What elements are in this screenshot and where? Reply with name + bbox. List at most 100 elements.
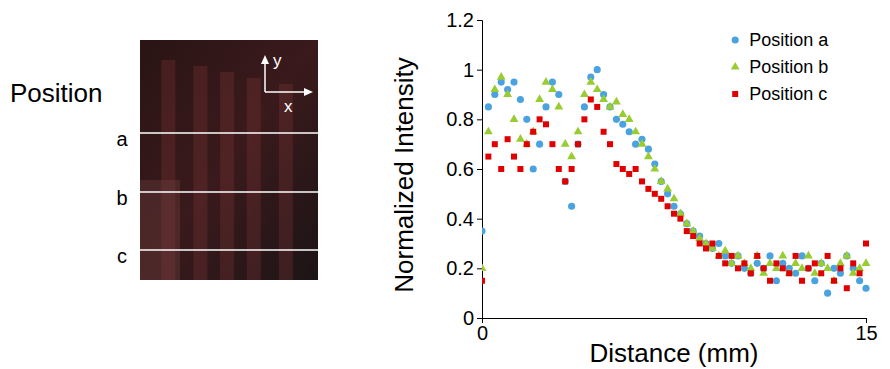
point <box>798 263 807 271</box>
legend-symbol <box>732 36 739 43</box>
point <box>542 103 549 110</box>
x-tick: 0 <box>477 318 488 344</box>
point <box>556 166 562 172</box>
point <box>727 258 736 266</box>
point <box>747 270 754 277</box>
point <box>722 260 728 266</box>
point <box>791 258 800 266</box>
tick-label: 1.2 <box>446 9 474 31</box>
point <box>620 166 626 172</box>
point <box>568 203 575 210</box>
point <box>574 141 581 148</box>
point <box>690 233 696 239</box>
position-line <box>140 191 318 193</box>
point <box>766 258 775 266</box>
point <box>562 178 568 184</box>
position-line <box>140 132 318 134</box>
tick-label: 0 <box>463 307 474 329</box>
axis-letter: x <box>284 97 293 116</box>
tick-label: 0.2 <box>446 257 474 279</box>
series-points <box>482 72 870 283</box>
position-label: a <box>116 128 128 150</box>
point <box>670 194 679 202</box>
point <box>652 191 658 197</box>
point <box>554 102 563 110</box>
point <box>721 246 730 254</box>
point <box>818 270 824 276</box>
point <box>638 139 647 147</box>
point <box>811 277 818 284</box>
point <box>844 285 850 291</box>
point <box>581 103 588 110</box>
point <box>785 268 794 276</box>
point <box>510 114 519 122</box>
tick-label: 1 <box>463 59 474 81</box>
point <box>830 276 839 284</box>
tick-mark <box>477 219 482 220</box>
point <box>836 258 845 266</box>
point <box>523 116 530 123</box>
tick-label: 0.4 <box>446 208 474 230</box>
tick-label: 0.6 <box>446 158 474 180</box>
point <box>601 129 607 135</box>
series-points <box>482 96 869 291</box>
legend-label: Position a <box>749 30 829 50</box>
point <box>823 263 832 271</box>
tick-label: 15 <box>855 322 877 344</box>
point <box>665 203 671 209</box>
point <box>702 238 711 246</box>
point <box>511 154 517 160</box>
tick-label: 0.8 <box>446 108 474 130</box>
x-tick: 15 <box>855 318 877 344</box>
point <box>594 104 600 110</box>
legend: Position aPosition bPosition c <box>731 30 829 104</box>
point <box>490 84 499 92</box>
axis-line <box>477 21 483 319</box>
point <box>760 265 767 272</box>
point <box>594 66 601 73</box>
position-label: b <box>116 187 127 209</box>
point <box>780 265 786 271</box>
point <box>715 240 722 247</box>
tick-mark <box>477 20 482 21</box>
point <box>863 241 869 247</box>
series-points <box>482 66 870 297</box>
point <box>639 178 645 184</box>
point <box>650 164 659 172</box>
point <box>676 209 685 217</box>
point <box>510 79 517 86</box>
point <box>581 116 587 122</box>
tick-mark <box>477 268 482 269</box>
point <box>497 72 506 80</box>
legend-label: Position b <box>749 57 828 77</box>
point <box>761 265 767 271</box>
point <box>812 260 818 266</box>
point <box>862 285 869 292</box>
point <box>805 265 811 271</box>
point <box>677 216 683 222</box>
point <box>793 253 799 259</box>
point <box>543 121 549 127</box>
x-axis-title: Distance (mm) <box>589 338 758 368</box>
point <box>670 203 677 210</box>
point <box>729 253 735 259</box>
point <box>561 139 570 147</box>
points <box>482 66 870 297</box>
point <box>703 245 709 251</box>
point <box>482 228 486 235</box>
point <box>517 166 523 172</box>
point <box>658 196 664 202</box>
point <box>773 260 779 266</box>
point <box>562 178 569 185</box>
axis-line <box>483 319 867 324</box>
point <box>631 127 640 135</box>
point <box>684 228 690 234</box>
point <box>831 278 837 284</box>
point <box>856 277 863 284</box>
point <box>645 186 651 192</box>
point <box>625 114 634 122</box>
y-tick: 0.6 <box>446 158 482 180</box>
point <box>842 251 851 259</box>
arrow-head <box>261 55 269 64</box>
point <box>671 211 677 217</box>
